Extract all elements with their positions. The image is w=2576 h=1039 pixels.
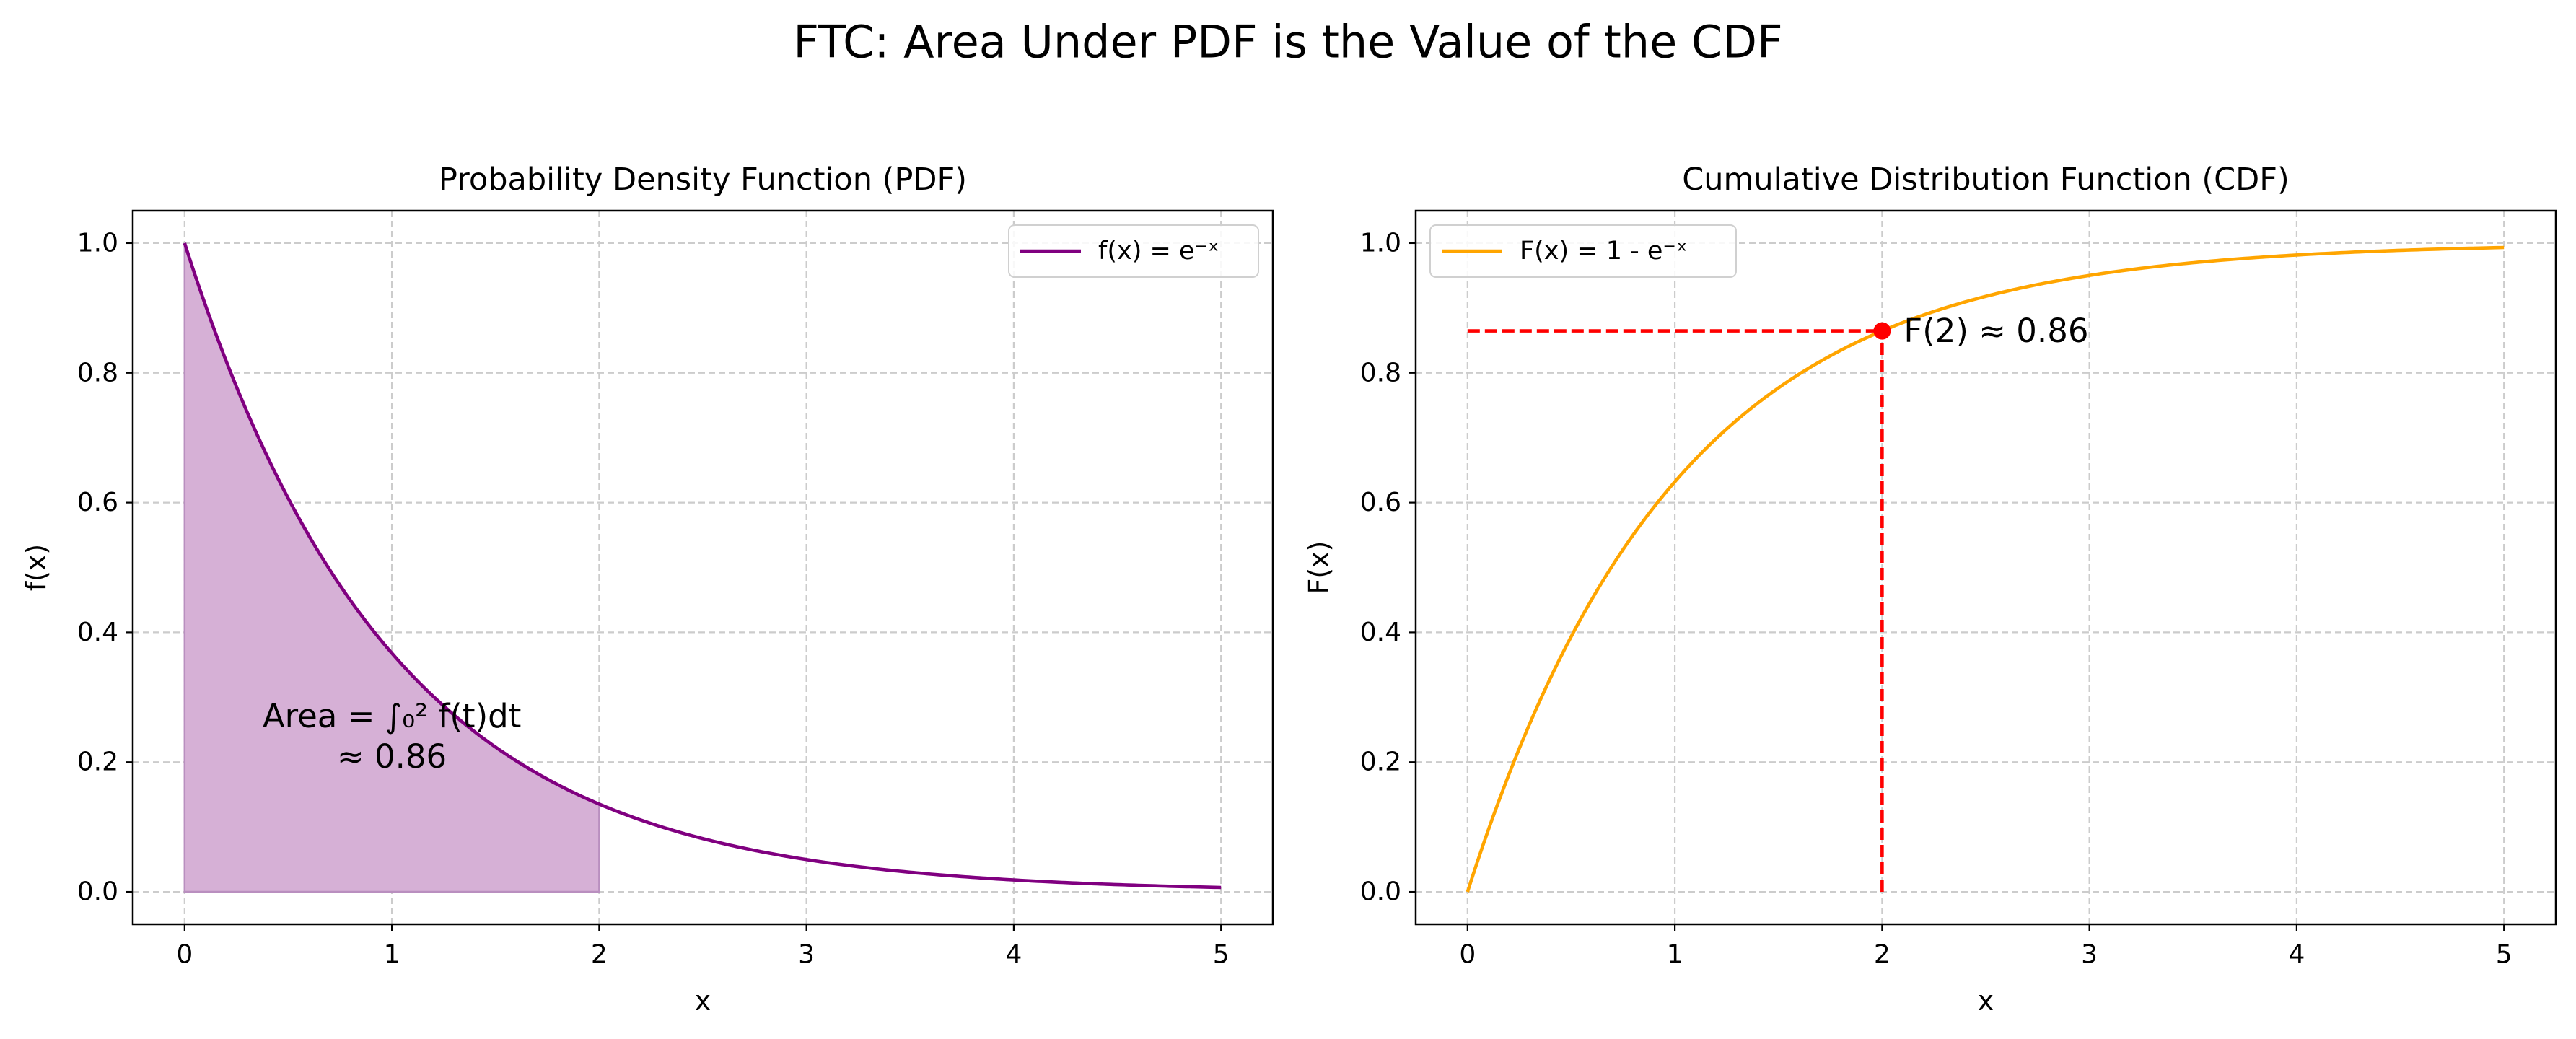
x-tick-label: 5 [2496,940,2513,970]
figure-title: FTC: Area Under PDF is the Value of the … [793,16,1782,69]
legend: f(x) = e⁻ˣ [1008,224,1259,278]
y-tick-label: 0.0 [77,877,118,907]
plot-area [1466,245,2505,893]
x-axis-label: x [695,985,711,1017]
y-axis-label: F(x) [1303,541,1335,595]
y-tick-label: 0.6 [1360,488,1401,517]
area-annotation-line1: Area = ∫₀² f(t)dt [263,697,522,735]
y-tick-label: 0.2 [77,748,118,777]
legend-box [1008,224,1259,278]
grid [1416,211,2556,924]
axes-frame [131,209,1274,926]
series-line [1466,245,2505,893]
y-tick-label: 0.2 [1360,748,1401,777]
cdf-chart: F(2) ≈ 0.86 0 1 2 3 4 5 0.0 0.2 0.4 0.6 0.8 1.0 Cumul… [1303,162,2557,1017]
x-tick-label: 2 [1874,940,1891,970]
x-tick-label: 3 [798,940,815,970]
marker-label: F(2) ≈ 0.86 [1903,312,2088,350]
marker-point [1873,322,1891,340]
y-tick-label: 0.0 [1360,877,1401,907]
x-tick-label: 1 [1667,940,1683,970]
x-axis-label: x [1978,985,1994,1017]
axes-frame [1414,209,2557,926]
legend-label: f(x) = e⁻ˣ [1098,237,1219,266]
x-tick-label: 0 [176,940,193,970]
y-tick-label: 0.4 [77,618,118,647]
legend-box [1429,224,1737,278]
y-tick-label: 0.8 [1360,358,1401,387]
x-tick-label: 4 [2288,940,2305,970]
x-tick-label: 2 [591,940,608,970]
series-line [183,242,1222,890]
plot-area [183,242,1222,893]
y-tick-label: 0.4 [1360,618,1401,647]
y-tick-label: 0.6 [77,488,118,517]
pdf-chart: Area = ∫₀² f(t)dt≈ 0.86 0 1 2 3 4 5 0.0 0.2 0.4 0.… [20,162,1274,1017]
chart-title: Probability Density Function (PDF) [439,162,967,198]
x-tick-label: 5 [1213,940,1230,970]
x-tick-label: 1 [384,940,400,970]
area-annotation-line2: ≈ 0.86 [337,737,447,776]
legend: F(x) = 1 - e⁻ˣ [1429,224,1737,278]
y-tick-label: 0.8 [77,358,118,387]
chart-title: Cumulative Distribution Function (CDF) [1682,162,2290,198]
x-tick-label: 4 [1005,940,1022,970]
x-tick-label: 3 [2081,940,2098,970]
y-tick-label: 1.0 [1360,228,1401,258]
grid [133,211,1273,924]
y-axis-label: f(x) [20,544,52,592]
x-tick-label: 0 [1459,940,1476,970]
legend-label: F(x) = 1 - e⁻ˣ [1520,237,1687,266]
y-tick-label: 1.0 [77,228,118,258]
